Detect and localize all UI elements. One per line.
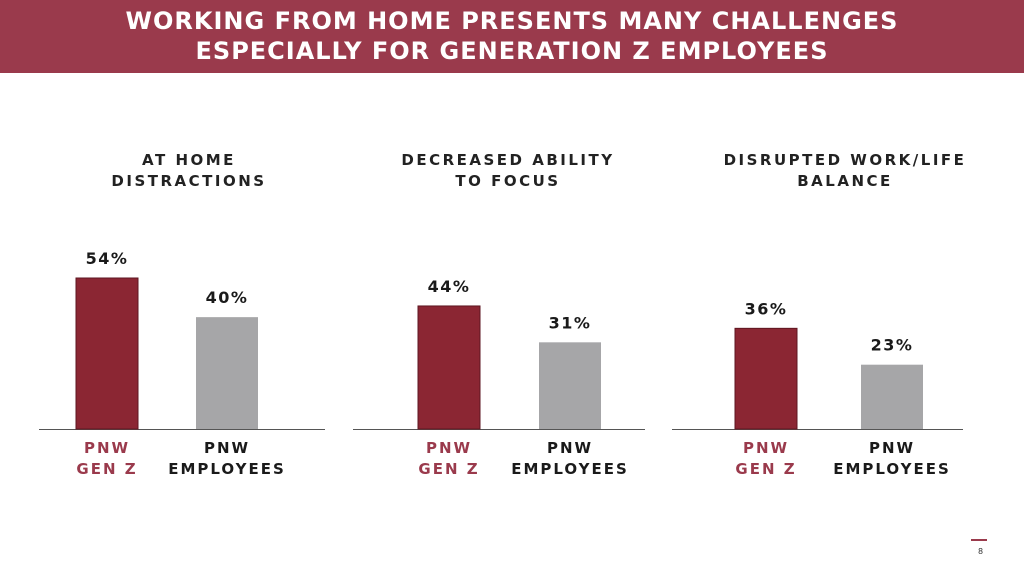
slide-title-line-2: ESPECIALLY FOR GENERATION Z EMPLOYEES bbox=[195, 37, 829, 65]
chart-2-value-label-employees: 31% bbox=[549, 313, 592, 332]
chart-2-bar-genz bbox=[417, 305, 481, 430]
chart-1-category-label-employees-line-1: PNW bbox=[204, 439, 250, 457]
chart-2-title: DECREASED ABILITY TO FOCUS bbox=[378, 150, 638, 192]
chart-1-category-label-employees-line-2: EMPLOYEES bbox=[168, 460, 286, 478]
chart-2-value-label-genz: 44% bbox=[428, 277, 471, 296]
chart-2-category-label-employees-line-1: PNW bbox=[547, 439, 593, 457]
chart-3-value-label-employees: 23% bbox=[871, 336, 914, 355]
chart-3-category-label-genz-line-1: PNW bbox=[743, 439, 789, 457]
chart-3-category-label-employees-line-1: PNW bbox=[869, 439, 915, 457]
page-number-accent bbox=[971, 539, 987, 541]
chart-3-bar-employees bbox=[861, 364, 923, 429]
chart-2-category-label-genz-line-2: GEN Z bbox=[418, 460, 479, 478]
chart-1-category-label-genz-line-2: GEN Z bbox=[76, 460, 137, 478]
chart-3-value-label-genz: 36% bbox=[745, 299, 788, 318]
chart-3-title: DISRUPTED WORK/LIFE BALANCE bbox=[715, 150, 975, 192]
chart-2-category-label-genz-line-1: PNW bbox=[426, 439, 472, 457]
chart-1-value-label-employees: 40% bbox=[206, 288, 249, 307]
chart-1-category-label-genz-line-1: PNW bbox=[84, 439, 130, 457]
chart-1-title-line-1: AT HOME bbox=[142, 151, 236, 169]
chart-1-bar-employees bbox=[196, 317, 258, 429]
chart-3-category-label-employees-line-2: EMPLOYEES bbox=[833, 460, 951, 478]
chart-2-title-line-2: TO FOCUS bbox=[455, 172, 561, 190]
chart-3-bar-genz bbox=[734, 327, 798, 430]
chart-1-title-line-2: DISTRACTIONS bbox=[111, 172, 267, 190]
chart-2-category-label-employees-line-2: EMPLOYEES bbox=[511, 460, 629, 478]
slide-title-line-1: WORKING FROM HOME PRESENTS MANY CHALLENG… bbox=[125, 7, 899, 35]
chart-3-title-line-2: BALANCE bbox=[797, 172, 893, 190]
chart-2-bar-employees bbox=[539, 342, 601, 429]
page-number: 8 bbox=[978, 547, 984, 556]
chart-1-bar-genz bbox=[75, 277, 139, 430]
title-banner: WORKING FROM HOME PRESENTS MANY CHALLENG… bbox=[0, 0, 1024, 73]
chart-1-title: AT HOME DISTRACTIONS bbox=[59, 150, 319, 192]
chart-2-title-line-1: DECREASED ABILITY bbox=[401, 151, 615, 169]
chart-3-category-label-genz-line-2: GEN Z bbox=[735, 460, 796, 478]
chart-3-title-line-1: DISRUPTED WORK/LIFE bbox=[723, 151, 967, 169]
chart-1-value-label-genz: 54% bbox=[86, 249, 129, 268]
